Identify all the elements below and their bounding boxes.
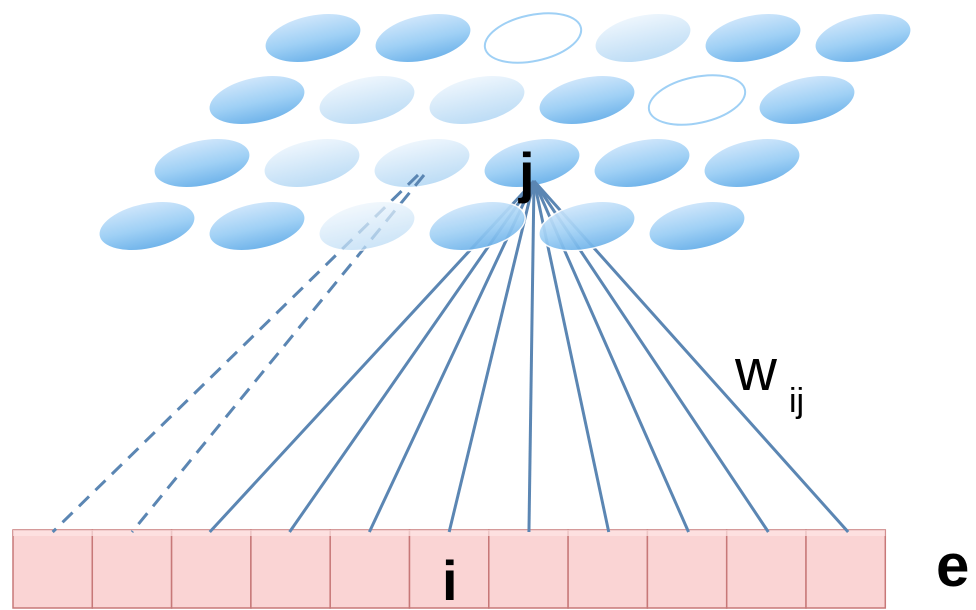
output-node-r0-c3 (594, 12, 692, 64)
input-cell-9 (725, 529, 807, 609)
output-node-r3-c3 (428, 200, 526, 252)
output-node-r3-c4 (538, 200, 636, 252)
input-vector-label: e (936, 532, 969, 599)
output-node-r1-c3 (538, 74, 636, 126)
input-vector-highlight (13, 530, 886, 536)
input-vector (12, 529, 887, 609)
output-node-r1-c5 (758, 74, 856, 126)
weight-line-5 (447, 180, 536, 533)
input-cell-7 (567, 529, 649, 609)
output-node-r1-c1 (318, 74, 416, 126)
output-node-r1-c4 (647, 74, 747, 126)
output-node-grid-front (318, 200, 636, 252)
output-node-label: j (518, 141, 535, 204)
dashed-weight-line-0 (51, 173, 420, 534)
input-node-label: i (442, 549, 458, 610)
input-cell-4 (329, 529, 411, 609)
weight-label: w (734, 338, 778, 403)
output-node-r2-c2 (373, 137, 471, 189)
output-node-r2-c1 (263, 137, 361, 189)
input-cell-5 (408, 529, 490, 609)
input-cell-8 (646, 529, 728, 609)
output-node-r2-c0 (153, 137, 251, 189)
input-cell-3 (250, 529, 331, 609)
output-node-r2-c5 (703, 137, 801, 189)
output-node-r3-c2 (318, 200, 416, 252)
output-node-r0-c5 (814, 12, 912, 64)
input-cell-2 (170, 529, 252, 609)
weight-line-6 (527, 180, 536, 533)
weight-subscript-label: ij (789, 382, 804, 420)
output-node-r3-c0 (98, 200, 196, 252)
output-node-r0-c2 (483, 12, 583, 64)
output-node-r0-c0 (264, 12, 362, 64)
output-node-r3-c5 (648, 200, 746, 252)
output-node-r0-c4 (704, 12, 802, 64)
input-cell-10 (805, 529, 887, 609)
output-node-r1-c2 (428, 74, 526, 126)
input-cell-6 (488, 529, 569, 609)
output-node-r1-c0 (208, 74, 306, 126)
output-node-r2-c4 (593, 137, 691, 189)
output-node-grid (98, 12, 912, 252)
output-node-r0-c1 (374, 12, 472, 64)
output-node-r3-c1 (208, 200, 306, 252)
input-cell-1 (91, 529, 173, 609)
input-cell-0 (12, 529, 94, 609)
